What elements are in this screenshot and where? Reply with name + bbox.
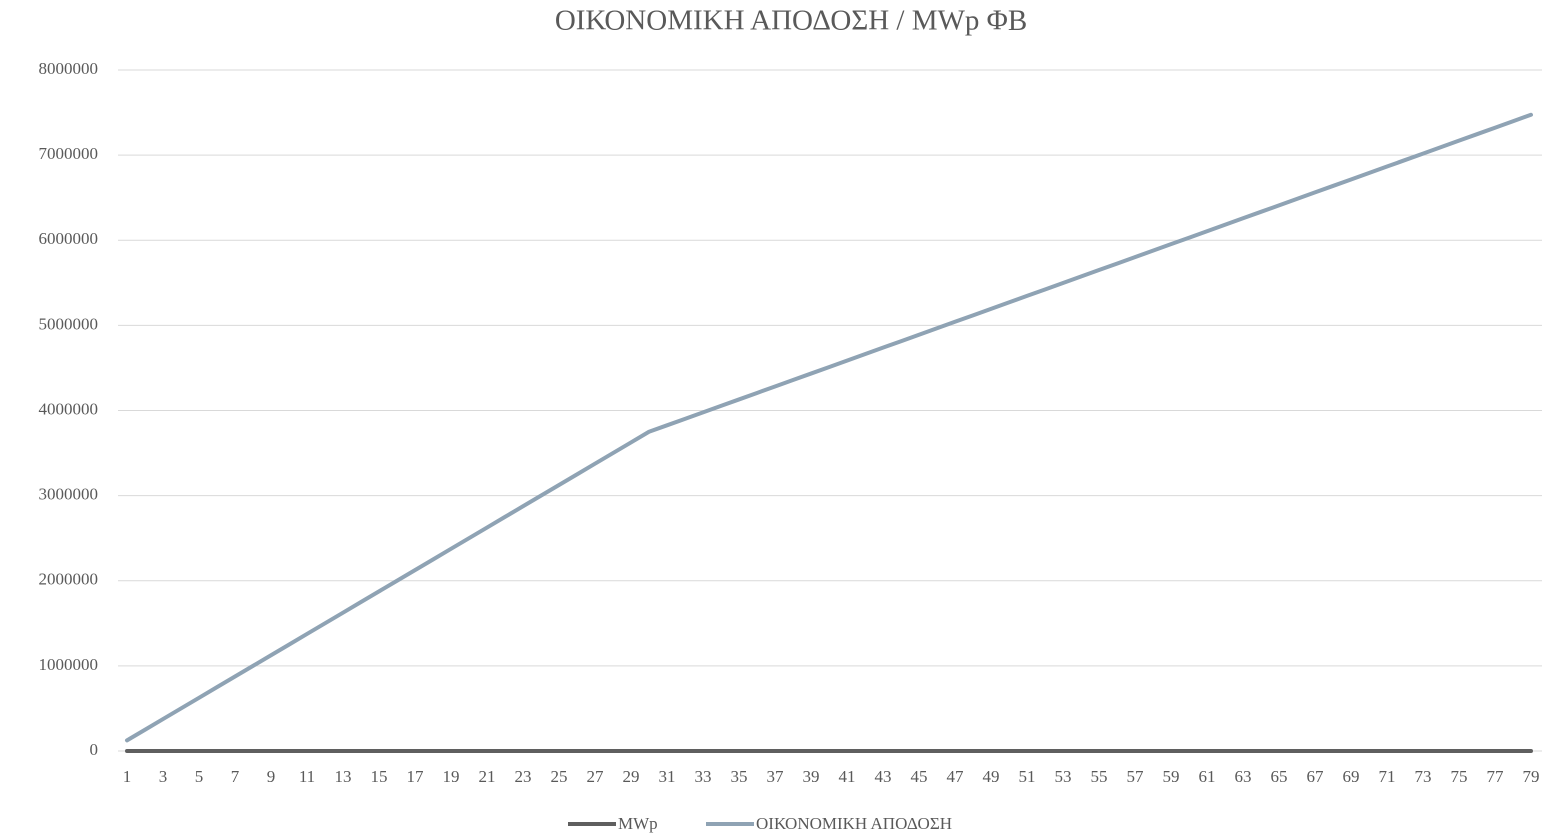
- y-tick-label: 4000000: [39, 399, 99, 418]
- y-tick-label: 3000000: [39, 485, 99, 504]
- x-tick-label: 17: [407, 767, 425, 786]
- x-tick-label: 13: [335, 767, 352, 786]
- x-tick-label: 43: [875, 767, 892, 786]
- x-tick-label: 61: [1199, 767, 1216, 786]
- y-tick-label: 8000000: [39, 59, 99, 78]
- x-tick-label: 31: [659, 767, 676, 786]
- y-tick-label: 0: [90, 740, 99, 759]
- x-tick-label: 37: [767, 767, 785, 786]
- x-tick-label: 57: [1127, 767, 1145, 786]
- x-tick-label: 49: [983, 767, 1000, 786]
- x-tick-label: 71: [1379, 767, 1396, 786]
- x-tick-label: 41: [839, 767, 856, 786]
- series-line: [125, 112, 1533, 743]
- x-tick-label: 79: [1523, 767, 1540, 786]
- x-tick-label: 65: [1271, 767, 1288, 786]
- y-tick-label: 5000000: [39, 314, 99, 333]
- x-tick-label: 69: [1343, 767, 1360, 786]
- x-tick-label: 67: [1307, 767, 1325, 786]
- x-tick-label: 5: [195, 767, 204, 786]
- x-tick-label: 39: [803, 767, 820, 786]
- x-tick-label: 7: [231, 767, 240, 786]
- x-tick-label: 51: [1019, 767, 1036, 786]
- x-tick-label: 23: [515, 767, 532, 786]
- x-tick-label: 73: [1415, 767, 1432, 786]
- x-tick-label: 27: [587, 767, 605, 786]
- x-tick-label: 63: [1235, 767, 1252, 786]
- legend-label: ΟΙΚΟΝΟΜΙΚΗ ΑΠΟΔΟΣΗ: [756, 814, 952, 833]
- x-tick-label: 9: [267, 767, 276, 786]
- x-tick-label: 15: [371, 767, 388, 786]
- y-tick-label: 2000000: [39, 570, 99, 589]
- x-tick-label: 3: [159, 767, 168, 786]
- x-tick-label: 35: [731, 767, 748, 786]
- x-tick-label: 55: [1091, 767, 1108, 786]
- x-tick-label: 11: [299, 767, 315, 786]
- x-tick-label: 45: [911, 767, 928, 786]
- x-tick-label: 19: [443, 767, 460, 786]
- chart-title: ΟΙΚΟΝΟΜΙΚΗ ΑΠΟΔΟΣΗ / MWp ΦΒ: [555, 5, 1027, 37]
- y-tick-label: 1000000: [39, 655, 99, 674]
- x-tick-label: 33: [695, 767, 712, 786]
- x-tick-label: 47: [947, 767, 965, 786]
- x-tick-label: 1: [123, 767, 132, 786]
- x-tick-label: 21: [479, 767, 496, 786]
- x-tick-label: 59: [1163, 767, 1180, 786]
- x-tick-label: 25: [551, 767, 568, 786]
- x-tick-label: 75: [1451, 767, 1468, 786]
- x-tick-label: 53: [1055, 767, 1072, 786]
- y-tick-label: 7000000: [39, 144, 99, 163]
- x-tick-label: 29: [623, 767, 640, 786]
- legend-label: MWp: [618, 814, 658, 833]
- x-tick-label: 77: [1487, 767, 1505, 786]
- y-tick-label: 6000000: [39, 229, 99, 248]
